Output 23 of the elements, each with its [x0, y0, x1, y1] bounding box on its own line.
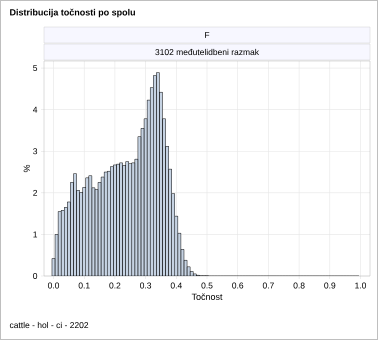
x-tick-label: 0.5 — [201, 282, 213, 289]
x-tick-label: 0.6 — [232, 282, 244, 289]
x-tick-label: 0.0 — [48, 282, 60, 289]
x-tick-label: 0.7 — [262, 282, 274, 289]
text: cattle - hol - ci - 2202 — [10, 322, 88, 328]
y-tick-label: 1 — [33, 232, 38, 238]
y-tick-label: 3 — [33, 148, 38, 154]
y-tick-label: 0 — [33, 273, 38, 279]
x-axis-title: Točnost — [192, 293, 222, 300]
x-tick-label: 0.3 — [140, 282, 152, 289]
chart-subtitle: F — [205, 32, 210, 38]
chart-title: Distribucija točnosti po spolu — [10, 8, 135, 18]
y-tick-label: 2 — [33, 190, 38, 196]
x-tick-label: 0.8 — [294, 282, 305, 289]
x-tick-label: 0.2 — [109, 282, 120, 289]
x-tick-label: 0.9 — [324, 282, 336, 289]
y-tick-label: 4 — [32, 106, 38, 113]
y-axis-title: % — [24, 164, 30, 172]
x-tick-label: 1.0 — [355, 282, 366, 289]
x-tick-label: 0.4 — [170, 282, 182, 289]
text: 3102 međutelidbeni razmak — [155, 48, 260, 56]
y-tick-label: 5 — [33, 65, 38, 72]
x-tick-label: 0.1 — [78, 282, 90, 289]
